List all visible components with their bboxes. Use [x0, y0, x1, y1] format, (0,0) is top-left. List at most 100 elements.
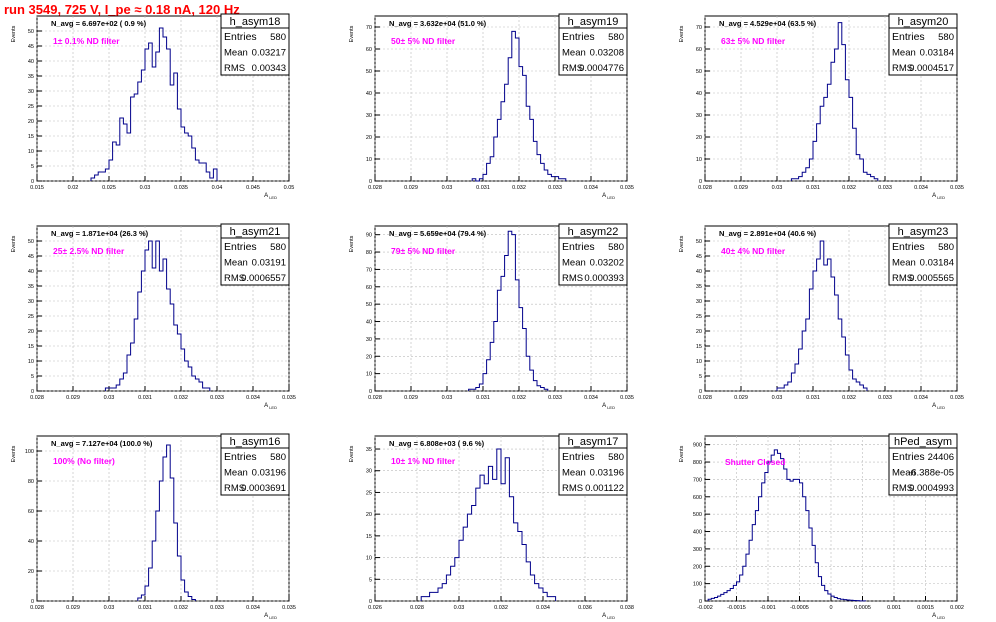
y-tick-label: 100 [25, 449, 34, 455]
y-tick-label: 10 [696, 359, 702, 365]
x-tick-label: 0.029 [66, 605, 80, 611]
stats-box [558, 433, 628, 496]
y-axis-title: Events [349, 235, 355, 252]
x-tick-label: 0.028 [368, 395, 382, 401]
x-tick-label: 0.032 [512, 395, 526, 401]
y-tick-label: 20 [366, 512, 372, 518]
histogram-name: h_asym19 [568, 16, 619, 28]
x-tick-label: 0.0015 [917, 605, 934, 611]
x-tick-label: 0 [829, 605, 832, 611]
x-axis-title: A LED [264, 403, 277, 410]
y-tick-label: 5 [699, 374, 702, 380]
y-tick-label: 90 [366, 233, 372, 239]
filter-note: 79± 5% ND filter [391, 246, 456, 256]
x-tick-label: 0.04 [212, 185, 223, 191]
x-tick-label: 0.032 [494, 605, 508, 611]
y-tick-label: 15 [28, 344, 34, 350]
x-tick-label: 0.033 [878, 185, 892, 191]
y-tick-label: 20 [696, 135, 702, 141]
x-axis-title: A LED [602, 403, 615, 410]
y-tick-label: 0 [31, 389, 34, 395]
y-tick-label: 25 [28, 104, 34, 110]
stats-value: 0.0004517 [909, 63, 954, 74]
y-tick-label: 45 [696, 254, 702, 260]
y-tick-label: 10 [366, 157, 372, 163]
y-tick-label: 0 [369, 179, 372, 185]
n-avg-label: N_avg = 7.127e+04 (100.0 %) [51, 439, 153, 448]
stats-value: 0.03196 [590, 468, 624, 479]
histogram-panel-h_asym17: 0.026 0.028 0.03 0.032 0.034 0.036 0.038 0 5 10 15… [349, 433, 634, 620]
y-tick-label: 25 [366, 490, 372, 496]
stats-value: 580 [938, 242, 954, 253]
x-tick-label: 0.034 [246, 605, 260, 611]
y-tick-label: 30 [28, 89, 34, 95]
histogram-panel-h_asym20: 0.028 0.029 0.03 0.031 0.032 0.033 0.034 0.035 0… [679, 13, 964, 200]
y-tick-label: 50 [28, 29, 34, 35]
stats-label: Entries [562, 451, 595, 463]
stats-label: RMS [562, 63, 583, 74]
y-tick-label: 0 [31, 179, 34, 185]
x-tick-label: 0.032 [512, 185, 526, 191]
x-tick-label: 0.035 [174, 185, 188, 191]
stats-label: Mean [224, 258, 248, 269]
x-tick-label: 0.029 [404, 395, 418, 401]
stats-box [888, 223, 958, 286]
x-tick-label: 0.034 [914, 185, 928, 191]
x-tick-label: 0.035 [620, 395, 634, 401]
y-tick-label: 20 [366, 354, 372, 360]
histogram-series [471, 30, 567, 182]
stats-value: 0.001122 [585, 483, 624, 494]
x-axis-title: A LED [264, 193, 277, 200]
stats-value: 580 [608, 32, 624, 43]
y-tick-label: 60 [366, 285, 372, 291]
n-avg-label: N_avg = 6.808e+03 ( 9.6 %) [389, 439, 485, 448]
x-tick-label: 0.033 [210, 395, 224, 401]
stats-label: Entries [224, 31, 257, 43]
stats-label: Entries [892, 31, 925, 43]
x-tick-label: 0.03 [454, 605, 465, 611]
y-axis-title: Events [349, 25, 355, 42]
y-tick-label: 15 [366, 534, 372, 540]
histogram-series [790, 22, 879, 181]
y-tick-label: 80 [28, 479, 34, 485]
y-axis-title: Events [349, 445, 355, 462]
y-tick-label: 40 [696, 269, 702, 275]
y-tick-label: 30 [696, 299, 702, 305]
stats-value: 580 [270, 452, 286, 463]
y-tick-label: 200 [693, 564, 702, 570]
stats-value: 580 [608, 452, 624, 463]
n-avg-label: N_avg = 1.871e+04 (26.3 %) [51, 229, 149, 238]
stats-box [220, 13, 290, 76]
y-tick-label: 0 [699, 179, 702, 185]
y-tick-label: 10 [696, 157, 702, 163]
x-axis-title: A LED [602, 193, 615, 200]
filter-note: 10± 1% ND filter [391, 456, 456, 466]
y-tick-label: 5 [31, 164, 34, 170]
stats-value: 0.03184 [920, 258, 954, 269]
stats-box [888, 13, 958, 76]
stats-value: 580 [270, 32, 286, 43]
y-tick-label: 80 [366, 250, 372, 256]
x-tick-label: 0.001 [887, 605, 901, 611]
y-tick-label: 45 [28, 254, 34, 260]
y-tick-label: 60 [366, 47, 372, 53]
y-tick-label: 30 [696, 113, 702, 119]
histogram-name: hPed_asym [894, 436, 952, 448]
histogram-panel-h_asym23: 0.028 0.029 0.03 0.031 0.032 0.033 0.034 0.035 0… [679, 223, 964, 410]
stats-label: Entries [892, 451, 925, 463]
x-tick-label: 0.031 [138, 605, 152, 611]
histogram-panel-h_asym16: 0.028 0.029 0.03 0.031 0.032 0.033 0.034 0.035 0… [11, 433, 296, 620]
x-tick-label: 0.02 [68, 185, 79, 191]
stats-value: 0.03202 [590, 258, 624, 269]
stats-value: 580 [938, 32, 954, 43]
stats-value: 0.0004776 [579, 63, 624, 74]
histogram-series [90, 27, 218, 181]
histogram-name: h_asym23 [898, 226, 949, 238]
x-tick-label: 0.033 [548, 395, 562, 401]
stats-value: 0.03184 [920, 48, 954, 59]
run-title: run 3549, 725 V, I_pe ≈ 0.18 nA, 120 Hz [4, 2, 240, 17]
filter-note: 63± 5% ND filter [721, 36, 786, 46]
stats-label: Entries [562, 31, 595, 43]
x-tick-label: 0.0005 [854, 605, 871, 611]
x-tick-label: 0.03 [104, 395, 115, 401]
